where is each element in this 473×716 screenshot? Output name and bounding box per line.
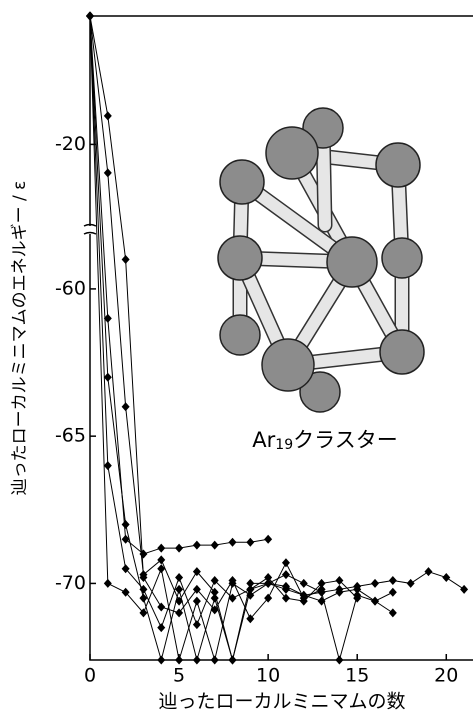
x-tick-label: 10 (256, 665, 280, 687)
data-point (371, 579, 379, 588)
data-point (442, 573, 450, 582)
data-point (335, 656, 343, 665)
data-point (389, 608, 397, 617)
x-tick-label: 20 (434, 665, 458, 687)
data-point (157, 544, 165, 553)
data-point (193, 620, 201, 629)
data-point (424, 567, 432, 576)
data-point (389, 576, 397, 585)
data-point (371, 597, 379, 606)
data-point (229, 538, 237, 547)
data-point (407, 579, 415, 588)
x-tick-label: 15 (345, 665, 369, 687)
data-point (157, 623, 165, 632)
y-tick-label: -60 (55, 277, 86, 299)
data-point (300, 579, 308, 588)
data-point (104, 111, 112, 120)
x-axis-label: 辿ったローカルミニマムの数 (158, 691, 405, 713)
x-tick-label: 0 (84, 665, 96, 687)
data-point (104, 461, 112, 470)
data-point (246, 538, 254, 547)
data-point (211, 656, 219, 665)
chart: Ar19クラスター 辿ったローカルミニマムのエネルギー / ε 辿ったローカルミ… (0, 0, 473, 716)
data-point (122, 402, 130, 411)
data-point (157, 602, 165, 611)
data-point (157, 555, 165, 564)
data-point (211, 541, 219, 550)
y-axis-label: 辿ったローカルミニマムのエネルギー / ε (10, 181, 30, 496)
data-point (246, 585, 254, 594)
data-point (104, 168, 112, 177)
data-point (389, 588, 397, 597)
data-point (282, 570, 290, 579)
data-point (193, 656, 201, 665)
data-point (175, 544, 183, 553)
x-tick-label: 5 (173, 665, 185, 687)
data-point (282, 558, 290, 567)
data-point (175, 573, 183, 582)
data-point (175, 656, 183, 665)
data-point (193, 541, 201, 550)
annotation-rest: クラスター (293, 428, 398, 452)
data-point (175, 597, 183, 606)
annotation: Ar19クラスター (252, 428, 397, 453)
data-point (157, 656, 165, 665)
annotation-subscript: 19 (275, 437, 293, 453)
y-tick-label: -70 (55, 572, 86, 594)
data-point (229, 656, 237, 665)
data-point (264, 535, 272, 544)
molecule (218, 108, 424, 412)
data-point (460, 585, 468, 594)
data-point (122, 520, 130, 529)
data-point (86, 12, 94, 21)
data-point (122, 255, 130, 264)
data-point (193, 597, 201, 606)
data-point (104, 579, 112, 588)
y-tick-label: -20 (55, 133, 86, 155)
annotation-main: Ar (252, 428, 275, 452)
data-point (104, 373, 112, 382)
y-tick-label: -65 (55, 425, 86, 447)
